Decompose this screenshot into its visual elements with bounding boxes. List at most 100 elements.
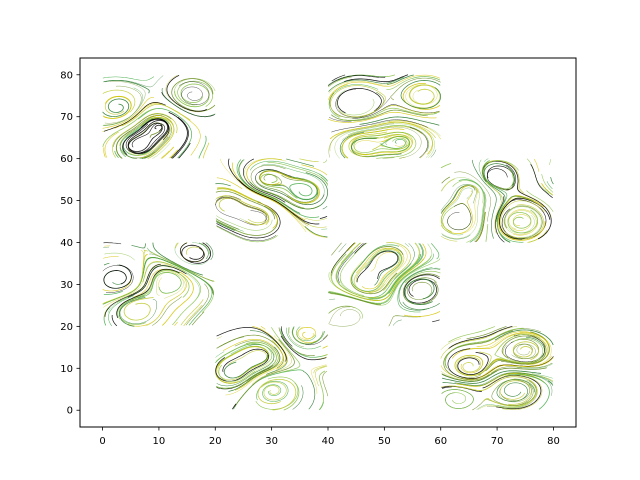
streamline (533, 158, 540, 172)
streamline (175, 242, 179, 249)
streamline (404, 270, 441, 284)
streamline (504, 205, 543, 239)
streamline (215, 196, 268, 222)
streamline (485, 331, 550, 372)
y-axis: 0 10 20 30 40 50 60 70 80 (60, 70, 73, 416)
streamline (441, 389, 474, 409)
streamline (329, 121, 433, 155)
streamline (152, 142, 171, 159)
streamline (228, 346, 281, 392)
streamline (526, 190, 554, 212)
streamline (348, 131, 413, 157)
streamline (217, 346, 268, 381)
streamline (364, 250, 399, 286)
streamline (337, 88, 382, 114)
streamline (102, 275, 132, 292)
streamline (497, 196, 546, 236)
streamline (483, 158, 489, 162)
streamline (216, 221, 250, 236)
streamline (288, 327, 290, 334)
streamline (249, 172, 328, 210)
streamline (388, 315, 421, 327)
streamline (328, 74, 386, 86)
streamline (482, 160, 552, 218)
streamline (292, 385, 304, 410)
streamline (328, 306, 361, 327)
streamline (331, 109, 428, 122)
streamline (105, 75, 164, 88)
streamline (512, 341, 539, 360)
streamline (102, 98, 130, 118)
streamline (215, 190, 275, 220)
streamline (441, 234, 471, 240)
streamline (442, 189, 478, 234)
streamline (328, 80, 395, 94)
streamline (102, 108, 156, 148)
streamline (177, 80, 213, 107)
streamline (478, 159, 501, 201)
streamline (328, 292, 381, 305)
streamline (255, 164, 325, 205)
streamline (259, 170, 320, 204)
streamline (321, 228, 328, 230)
streamline (388, 243, 424, 294)
streamline (356, 250, 399, 283)
x-tick-label: 0 (99, 436, 105, 447)
streamline (328, 74, 440, 107)
streamline (103, 117, 129, 126)
streamline (356, 247, 402, 290)
streamline (178, 81, 210, 105)
streamline (516, 363, 554, 369)
streamline (402, 301, 440, 310)
streamline (505, 206, 542, 238)
streamline (116, 268, 180, 318)
streamline (397, 267, 433, 313)
streamline (249, 160, 329, 182)
streamline (103, 95, 132, 119)
streamline (149, 251, 215, 282)
streamline (205, 242, 214, 260)
streamline (330, 242, 355, 274)
streamline (281, 326, 293, 347)
streamline (441, 185, 479, 232)
streamline (337, 242, 364, 283)
streamline (495, 196, 505, 243)
streamline (152, 242, 203, 276)
streamline (127, 265, 187, 298)
streamline (128, 118, 169, 155)
streamline (485, 374, 543, 410)
streamline (123, 296, 154, 321)
streamline (327, 75, 386, 87)
streamline (232, 403, 237, 410)
streamline (531, 373, 553, 379)
streamline (403, 311, 441, 317)
streamline (119, 115, 169, 159)
streamline (496, 379, 535, 402)
streamline (267, 162, 329, 186)
streamline (216, 225, 277, 242)
streamline (203, 142, 210, 159)
streamline (161, 146, 175, 159)
streamline (286, 327, 322, 350)
streamline (217, 345, 270, 366)
x-tick-label: 80 (547, 436, 560, 447)
streamline (386, 76, 440, 90)
streamline (216, 221, 235, 231)
x-tick-label: 20 (209, 436, 222, 447)
streamline (216, 336, 244, 349)
streamline (354, 242, 366, 254)
streamline (394, 243, 415, 279)
streamline (502, 333, 547, 363)
streamline (328, 76, 404, 92)
streamline (216, 220, 237, 231)
streamline (174, 78, 216, 108)
streamline (215, 346, 269, 384)
streamline (102, 76, 155, 81)
streamline (119, 294, 157, 324)
streamline (494, 334, 544, 364)
streamline (102, 249, 148, 304)
streamline (292, 327, 324, 345)
streamline (117, 269, 179, 320)
streamline (507, 209, 538, 236)
streamline (215, 218, 240, 230)
